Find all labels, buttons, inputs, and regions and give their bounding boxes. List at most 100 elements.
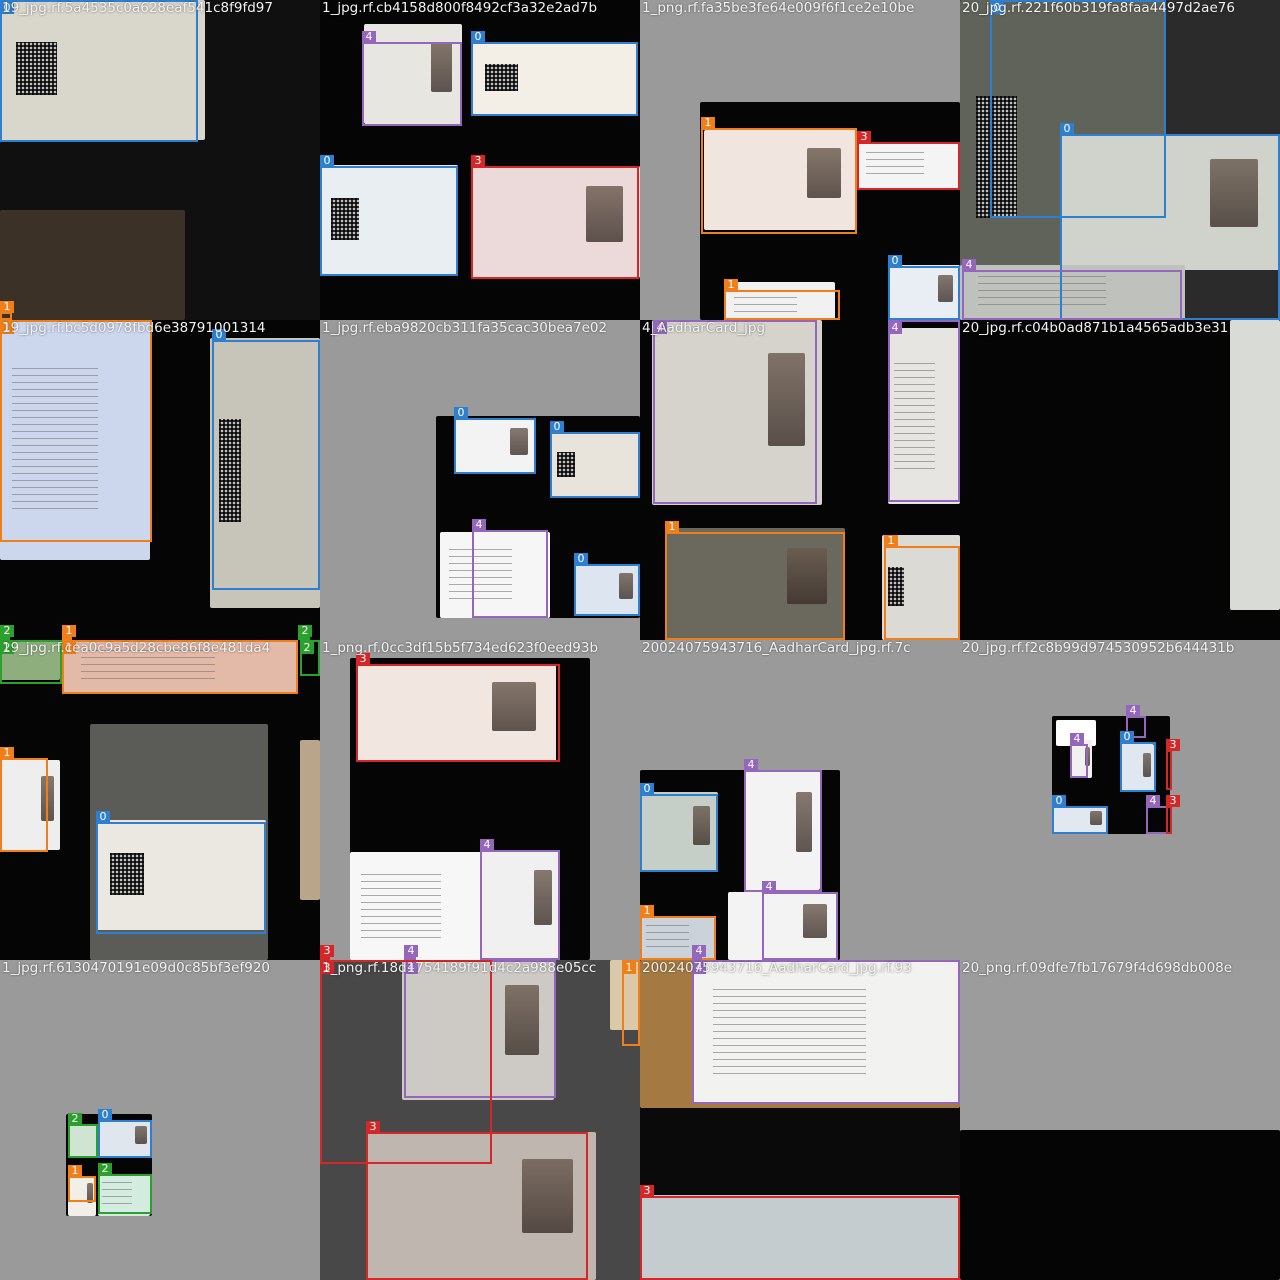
bounding-box: 1 (884, 535, 960, 640)
bounding-box: 1 (62, 640, 298, 694)
tile-filename: 20_png.rf.09dfe7fb17679f4d698db008e (962, 960, 1233, 976)
class-label: 0 (98, 1109, 112, 1121)
id-card-image (640, 1195, 960, 1280)
class-label: 2 (298, 625, 312, 637)
id-card-image (320, 165, 458, 275)
class-label: 4 (362, 31, 376, 43)
id-card-image (704, 130, 856, 230)
class-label: 2 (68, 1113, 82, 1125)
tile-filename: 1_jpg.rf.cb4158d800f8492cf3a32e2ad7b (322, 0, 598, 16)
id-card-image (96, 820, 266, 930)
bounding-box: 4 (1070, 733, 1088, 778)
tile-filename: 20_jpg.rf.221f60b319fa8faa4497d2ae76 (962, 0, 1235, 16)
bounding-box: 2 (0, 625, 14, 640)
bounding-box: 4 (362, 31, 462, 126)
bounding-box: 0 (454, 407, 536, 474)
class-label: 4 (1126, 705, 1140, 717)
bounding-box: 3 (320, 960, 492, 1164)
class-label: 0 (640, 783, 654, 795)
bounding-box: 1 (0, 320, 152, 542)
class-label: 1 (68, 1165, 82, 1177)
class-label: 3 (471, 155, 485, 167)
class-label: 0 (0, 2, 14, 14)
class-label: 3 (320, 945, 334, 957)
id-card-image (472, 42, 637, 114)
id-card-image (0, 0, 205, 140)
bounding-box: 4 (404, 945, 418, 960)
bounding-box: 0 (990, 0, 1166, 218)
class-label: 1 (884, 535, 898, 547)
bounding-box: 3 (1166, 795, 1180, 834)
bounding-box: 3 (366, 1121, 588, 1280)
id-card-image (890, 265, 960, 320)
bounding-box: 0 (98, 1109, 152, 1158)
id-card-image (366, 1132, 596, 1280)
class-label: 4 (1070, 733, 1084, 745)
id-card-image (440, 532, 550, 618)
class-label: 4 (1146, 795, 1160, 807)
class-label: 0 (320, 155, 334, 167)
class-label: 0 (96, 811, 110, 823)
class-label: 3 (356, 653, 370, 665)
bounding-box: 2 (300, 640, 320, 676)
class-label: 0 (1120, 731, 1134, 743)
bounding-box: 0 (888, 255, 960, 320)
tile-filename: 4_AadharCard_jpg (642, 320, 766, 336)
tile-filename: 1_jpg.rf.6130470191e09d0c85bf3ef920 (2, 960, 271, 976)
tile-filename: 20024075943716_AadharCard_jpg.rf.7c (642, 640, 911, 656)
class-label: 0 (212, 329, 226, 341)
id-card-image (1060, 135, 1280, 270)
class-label: 2 (98, 1163, 112, 1175)
id-card-image (1120, 744, 1154, 792)
bounding-box: 0 (471, 31, 638, 116)
id-card-image (692, 960, 960, 1104)
bounding-box: 1 (0, 747, 48, 852)
tile-filename: 19_jpg.rf.bc5d0978fbd6e38791001314 (2, 320, 266, 336)
class-label: 3 (366, 1121, 380, 1133)
bounding-box: 4 (744, 759, 822, 892)
id-card-image (960, 265, 1185, 320)
id-card-image (728, 892, 838, 960)
tile-filename: 20024075943716_AadharCard_jpg.rf.93 (642, 960, 912, 976)
id-card-image (888, 328, 960, 504)
tile-filename: 19_jpg.rf.5a4535c0a628eaf541c8f9fd97 (2, 0, 273, 16)
id-card-image (0, 320, 150, 560)
id-card-image (960, 1130, 1280, 1280)
id-card-image (68, 1176, 96, 1216)
mosaic-tile: 2 0 1 2 1_jpg.rf.6130470191e09d0c85bf3ef920 (0, 960, 320, 1280)
tile-filename: 1_png.rf.0cc3df15b5f734ed623f0eed93b (322, 640, 599, 656)
bounding-box: 1 (622, 960, 640, 1046)
class-label: 2 (0, 625, 14, 637)
id-card-image (68, 1126, 98, 1156)
class-label: 0 (990, 2, 1004, 14)
class-label: 0 (550, 421, 564, 433)
class-label: 0 (888, 255, 902, 267)
class-label: 2 (0, 642, 14, 654)
class-label: 0 (1060, 123, 1074, 135)
bounding-box: 0 (0, 0, 198, 142)
mosaic-tile: 0 4 1 4 4 20024075943716_AadharCard_jpg.rf.7c (640, 640, 960, 960)
mosaic-tile: 1 3 1 0 1_png.rf.fa35be3fe64e009f6f1ce2e10be (640, 0, 960, 320)
id-card-image (652, 320, 822, 505)
bounding-box: 0 (212, 329, 320, 590)
mosaic-tile: 0 0 4 20_jpg.rf.221f60b319fa8faa4497d2ae76 (960, 0, 1280, 320)
id-card-image (858, 142, 960, 190)
id-card-image (640, 792, 718, 870)
class-label: 1 (724, 279, 738, 291)
mosaic-tile: 4 3 3 1 1_png.rf.18d1754189f91d4c2a988e05cc (320, 960, 640, 1280)
tile-filename: 1_jpg.rf.eba9820cb311fa35cac30bea7e02 (322, 320, 608, 336)
class-label: 1 (62, 642, 76, 654)
bounding-box: 3 (1166, 739, 1180, 790)
class-label: 4 (888, 322, 902, 334)
bounding-box: 0 (550, 421, 640, 498)
id-card-image (98, 1120, 152, 1156)
bounding-box: 3 (320, 945, 334, 960)
class-label: 1 (62, 625, 76, 637)
id-card-image (472, 166, 640, 278)
class-label: 1 (622, 962, 636, 974)
class-label: 0 (471, 31, 485, 43)
class-label: 4 (404, 962, 418, 974)
id-card-image (725, 282, 835, 320)
tile-filename: 1_png.rf.18d1754189f91d4c2a988e05cc (322, 960, 597, 976)
class-label: 4 (692, 962, 706, 974)
